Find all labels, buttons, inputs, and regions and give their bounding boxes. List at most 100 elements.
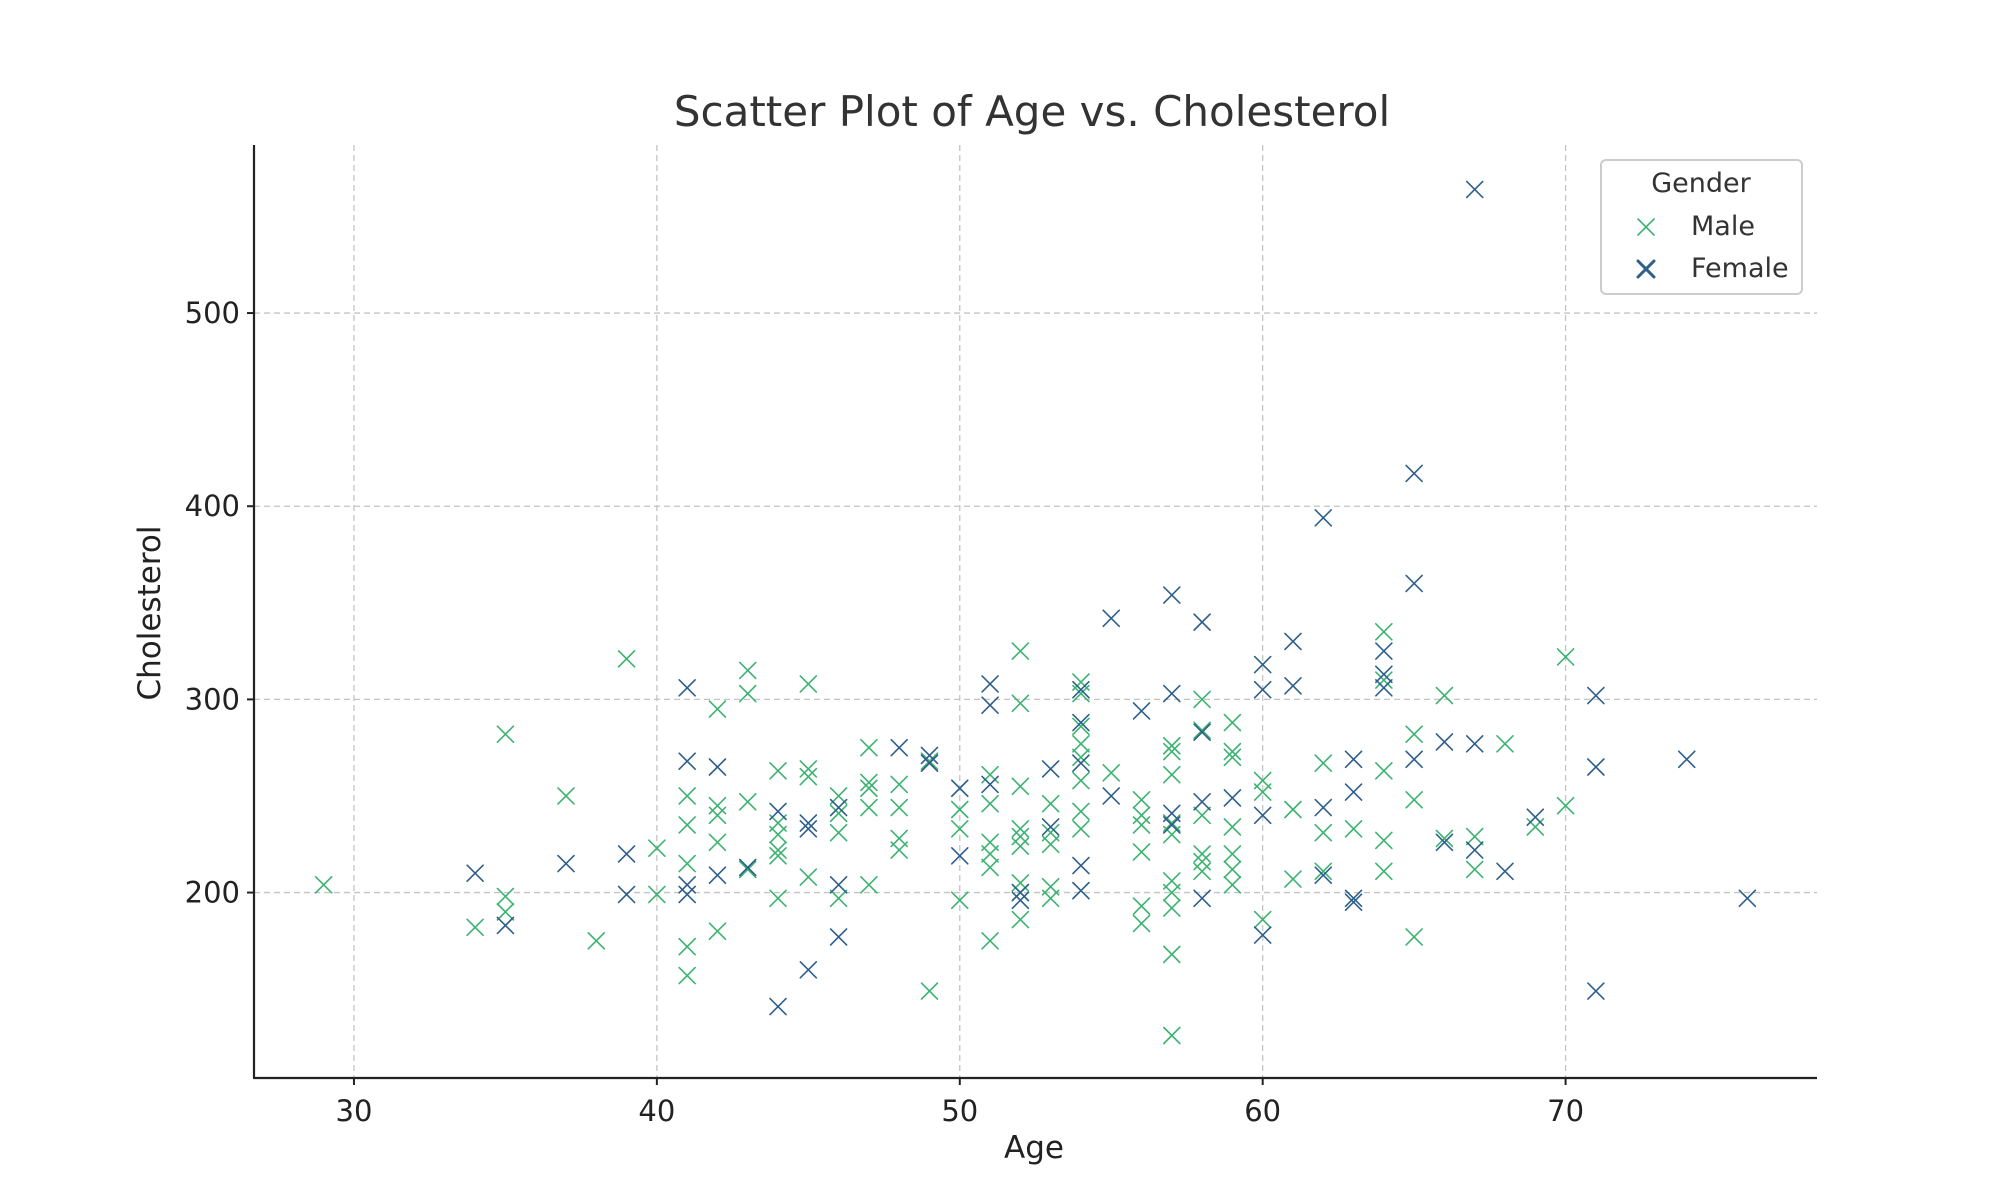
data-point (1193, 852, 1211, 871)
data-point (1132, 702, 1151, 720)
data-point (920, 746, 939, 765)
data-point (1223, 789, 1242, 807)
data-point (1072, 881, 1090, 900)
data-point (1587, 686, 1605, 705)
data-point (890, 841, 908, 859)
data-point (1677, 750, 1696, 769)
data-point (1193, 792, 1211, 811)
data-point (1587, 758, 1605, 776)
data-point (1011, 820, 1030, 838)
legend-marker-male (1637, 218, 1655, 236)
data-point (466, 864, 484, 883)
data-point (950, 820, 969, 838)
data-point (950, 847, 969, 865)
data-point (1163, 899, 1181, 917)
data-point (1375, 679, 1393, 697)
data-point (1011, 874, 1030, 892)
data-point (1011, 891, 1030, 910)
data-point (799, 760, 818, 778)
data-point (1314, 862, 1333, 881)
data-point (708, 700, 727, 718)
data-point (678, 854, 696, 873)
data-point (1375, 642, 1393, 660)
data-point (708, 866, 727, 884)
data-point (1132, 914, 1151, 933)
legend-x-icon (1637, 218, 1655, 236)
data-point (860, 779, 878, 798)
x-tick-label: 30 (336, 1094, 373, 1128)
x-tick-label: 60 (1244, 1094, 1281, 1128)
data-point (496, 725, 515, 743)
data-point (1041, 835, 1060, 854)
data-point (1253, 783, 1272, 801)
data-point (920, 754, 939, 772)
data-point (1465, 827, 1484, 846)
data-point (981, 696, 999, 714)
data-point (1375, 831, 1393, 850)
legend-label-male: Male (1691, 211, 1755, 242)
axes (252, 145, 1817, 1080)
data-point (1163, 1026, 1181, 1045)
data-point (890, 798, 908, 817)
data-point (829, 876, 848, 894)
data-point (920, 982, 939, 1000)
ticks: 30 40 50 60 70 200 300 400 500 (185, 296, 1584, 1128)
data-point (678, 876, 696, 894)
data-point (1193, 889, 1211, 908)
data-point (1072, 802, 1090, 821)
data-point (920, 752, 939, 771)
data-point (1314, 798, 1333, 817)
data-point (1496, 862, 1514, 881)
points (314, 180, 1757, 1045)
data-point (557, 787, 575, 805)
data-point (557, 854, 575, 873)
data-point (829, 798, 848, 817)
data-point (1405, 725, 1423, 743)
x-tick-label: 40 (638, 1094, 675, 1128)
y-tick-label: 500 (185, 296, 240, 330)
data-point (1193, 723, 1211, 742)
data-point (1102, 609, 1121, 628)
data-point (981, 675, 999, 693)
data-point (1344, 820, 1363, 838)
data-point (981, 775, 999, 794)
data-point (1011, 777, 1030, 796)
data-point (1405, 928, 1423, 946)
data-point (769, 825, 787, 844)
data-point (1163, 742, 1181, 761)
data-point (1526, 818, 1545, 836)
data-point (1041, 889, 1060, 908)
data-point (1344, 893, 1363, 912)
data-point (1193, 806, 1211, 825)
data-point (1223, 713, 1242, 732)
data-point (1072, 680, 1090, 699)
data-point (1253, 680, 1272, 699)
data-point (1193, 613, 1211, 631)
data-point (1314, 754, 1333, 772)
data-point (496, 903, 515, 921)
data-point (1223, 742, 1242, 761)
data-point (1132, 843, 1151, 861)
data-point (799, 820, 818, 838)
data-point (314, 876, 333, 894)
data-point (1314, 866, 1333, 884)
data-point (1253, 910, 1272, 929)
data-point (890, 775, 908, 794)
data-point (1163, 684, 1181, 703)
data-point (587, 932, 606, 950)
data-point (1041, 794, 1060, 813)
data-point (1375, 665, 1393, 684)
y-tick-label: 200 (185, 876, 240, 910)
data-point (1253, 655, 1272, 674)
data-point (678, 966, 696, 985)
data-point (1102, 763, 1121, 782)
data-point (738, 684, 757, 703)
data-point (981, 794, 999, 813)
data-point (1193, 690, 1211, 709)
data-point (678, 787, 696, 805)
data-point (1011, 910, 1030, 929)
grid (254, 145, 1817, 1078)
data-point (1102, 787, 1121, 805)
data-point (1284, 632, 1302, 651)
data-point (738, 661, 757, 680)
